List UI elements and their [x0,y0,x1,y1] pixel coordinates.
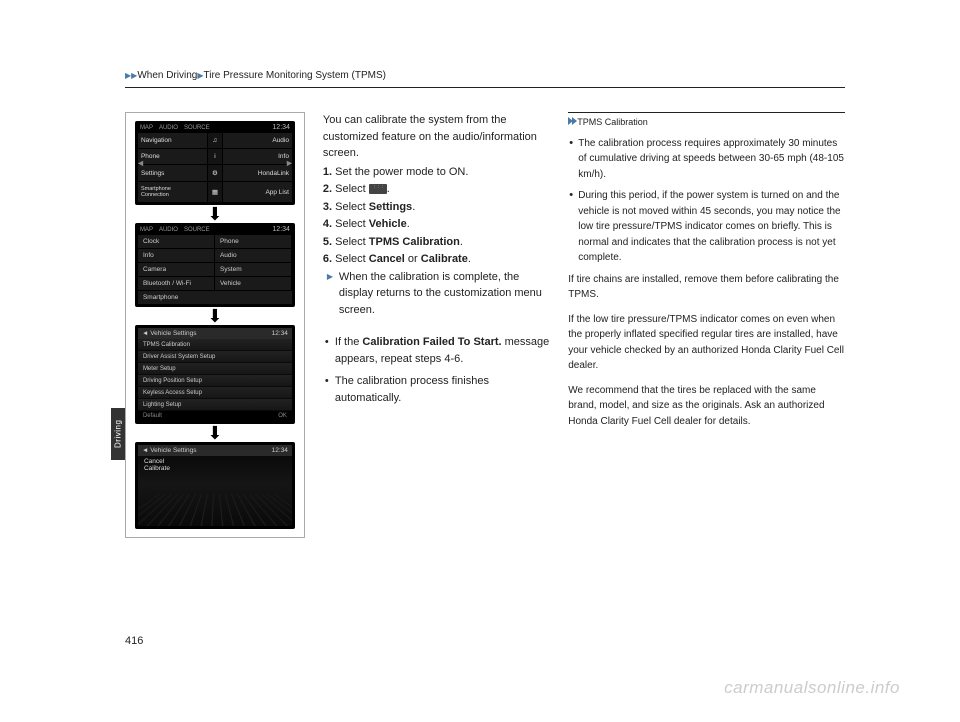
down-arrow-icon: ⬇ [130,426,300,440]
step-5: 5. Select TPMS Calibration. [323,234,550,251]
note-bullet: The calibration process finishes automat… [323,373,550,406]
tile-smartphone: Smartphone Connection [138,182,207,202]
step-4: 4. Select Vehicle. [323,216,550,233]
step-1: 1. Set the power mode to ON. [323,164,550,181]
tile-hondalink: HondaLink [223,165,292,181]
chevron-icon: ▶ [327,271,333,283]
settings-menu-screen: MAP AUDIO SOURCE 12:34 ClockPhone InfoAu… [135,223,295,307]
step-6-sub: ▶ When the calibration is complete, the … [323,269,550,319]
tab-map: MAP [140,125,153,131]
breadcrumb: ▶▶When Driving▶Tire Pressure Monitoring … [125,70,845,88]
step-3: 3. Select Settings. [323,199,550,216]
left-arrow-icon: ◄ [136,158,145,168]
tile-navigation: Navigation [138,133,207,148]
tile-icon: i [208,149,222,164]
breadcrumb-section: When Driving [137,70,197,81]
tile-info: Info [223,149,292,164]
heading-icon [568,117,577,126]
page-number: 416 [125,635,143,647]
section-tab: Driving [111,408,125,460]
sidebar-para: We recommend that the tires be replaced … [568,383,845,430]
clock-time: 12:34 [272,124,290,131]
sidebar-notes: TPMS Calibration The calibration process… [568,112,845,538]
step-2: 2. Select . [323,181,550,198]
sidebar-heading: TPMS Calibration [568,112,845,130]
sidebar-bullet: During this period, if the power system … [568,188,845,266]
watermark: carmanualsonline.info [724,678,900,698]
sidebar-para: If the low tire pressure/TPMS indicator … [568,312,845,374]
down-arrow-icon: ⬇ [130,309,300,323]
sidebar-bullet: The calibration process requires approxi… [568,136,845,183]
tile-applist: App List [223,182,292,202]
instructions-column: You can calibrate the system from the cu… [323,112,550,538]
intro-text: You can calibrate the system from the cu… [323,112,550,162]
sidebar-para: If tire chains are installed, remove the… [568,272,845,303]
infotainment-home-screen: MAP AUDIO SOURCE 12:34 ◄ ► Navigation ♫ … [135,121,295,205]
tile-icon: ⚙ [208,165,222,181]
tile-icon: ♫ [208,133,222,148]
vehicle-settings-screen: ◄ Vehicle Settings 12:34 TPMS Calibratio… [135,325,295,424]
down-arrow-icon: ⬇ [130,207,300,221]
tile-icon: ▦ [208,182,222,202]
screenshots-column: MAP AUDIO SOURCE 12:34 ◄ ► Navigation ♫ … [125,112,305,538]
note-bullet: If the Calibration Failed To Start. mess… [323,334,550,367]
tpms-calibration-screen: ◄ Vehicle Settings 12:34 Cancel Calibrat… [135,442,295,529]
tile-audio: Audio [223,133,292,148]
tile-settings: Settings [138,165,207,181]
tab-audio: AUDIO [159,125,178,131]
step-6: 6. Select Cancel or Calibrate. [323,251,550,268]
home-icon [369,184,387,194]
tab-source: SOURCE [184,125,210,131]
right-arrow-icon: ► [285,158,294,168]
tile-phone: Phone [138,149,207,164]
breadcrumb-section: Tire Pressure Monitoring System (TPMS) [204,70,386,81]
